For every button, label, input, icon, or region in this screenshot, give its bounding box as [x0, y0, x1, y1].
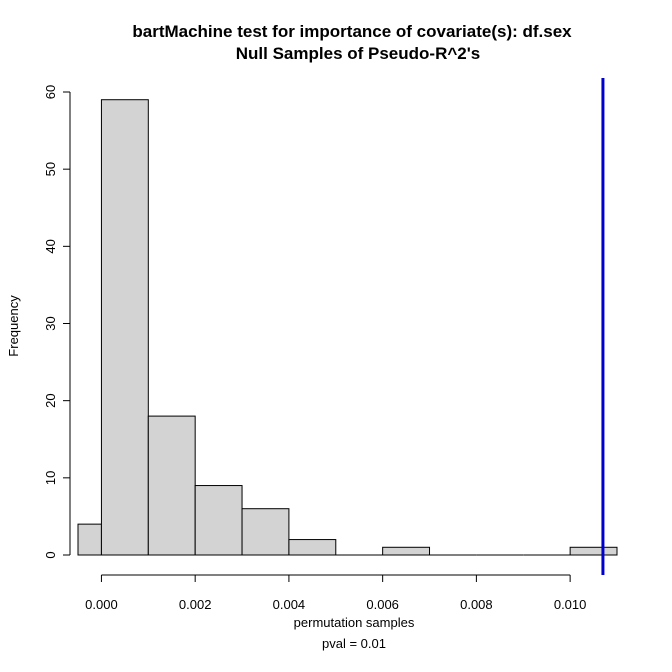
chart-title: bartMachine test for importance of covar…	[132, 22, 572, 41]
histogram-bar	[288, 539, 337, 556]
x-axis-label: permutation samples	[294, 615, 415, 630]
pval-label: pval = 0.01	[322, 636, 386, 651]
histogram-bar	[382, 546, 431, 556]
x-tick-label: 0.002	[179, 597, 212, 612]
histogram-bar	[569, 546, 618, 556]
histogram-bars	[77, 99, 618, 556]
x-tick-label: 0.000	[85, 597, 118, 612]
y-tick-label: 60	[43, 85, 58, 99]
x-axis: 0.000 0.002 0.004 0.006 0.008 0.010	[85, 574, 587, 612]
histogram-bar	[77, 523, 102, 556]
histogram-bar	[147, 415, 196, 556]
chart-subtitle: Null Samples of Pseudo-R^2's	[236, 44, 480, 63]
y-tick-label: 0	[43, 551, 58, 558]
histogram-bar	[241, 508, 290, 556]
y-tick-label: 50	[43, 162, 58, 176]
y-tick-label: 10	[43, 471, 58, 485]
histogram-bar	[194, 485, 243, 556]
y-tick-label: 30	[43, 316, 58, 330]
histogram-bar	[100, 99, 149, 556]
y-axis: 0 10 20 30 40 50 60	[43, 85, 71, 559]
y-axis-label: Frequency	[6, 295, 21, 357]
y-tick-label: 40	[43, 239, 58, 253]
y-tick-label: 20	[43, 393, 58, 407]
x-tick-label: 0.008	[460, 597, 493, 612]
x-tick-label: 0.010	[554, 597, 587, 612]
x-tick-label: 0.006	[366, 597, 399, 612]
x-tick-label: 0.004	[273, 597, 306, 612]
